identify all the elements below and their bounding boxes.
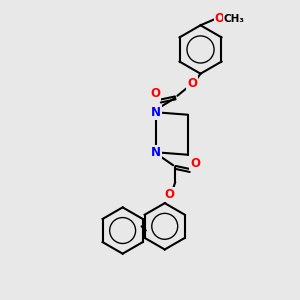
Text: O: O	[187, 77, 197, 90]
Text: O: O	[214, 12, 224, 26]
Text: O: O	[164, 188, 174, 201]
Text: O: O	[190, 157, 200, 170]
Text: N: N	[151, 106, 161, 119]
Text: N: N	[151, 146, 161, 159]
Text: O: O	[150, 87, 160, 100]
Text: CH₃: CH₃	[224, 14, 245, 24]
